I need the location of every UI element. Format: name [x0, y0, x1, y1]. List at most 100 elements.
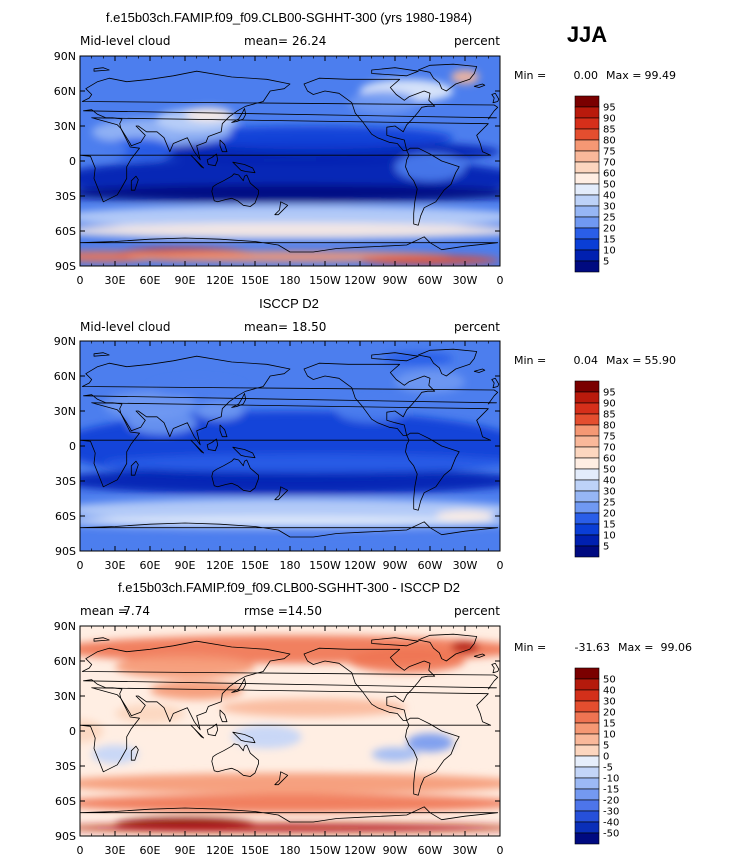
colorbar-segment	[574, 667, 600, 680]
colorbar-segment	[574, 227, 600, 240]
lat-tick-label: 90S	[55, 260, 76, 273]
colorbar-segment	[574, 821, 600, 834]
field-patch	[80, 537, 500, 547]
colorbar-segment	[574, 744, 600, 757]
lon-tick-label: 150E	[241, 844, 269, 857]
lat-tick-label: 60N	[54, 655, 76, 668]
panel-1-mean-value: 26.24	[292, 34, 326, 48]
colorbar-label: -10	[603, 774, 619, 785]
coastline	[405, 432, 460, 511]
colorbar-segment	[574, 216, 600, 229]
panel-3-units: percent	[454, 604, 500, 618]
panel-3-rmse-value: 14.50	[288, 604, 322, 618]
coastline	[405, 717, 460, 796]
colorbar-segment	[574, 832, 600, 845]
colorbar-label: 90	[603, 114, 616, 125]
coastlines	[80, 633, 500, 823]
coastline	[473, 83, 486, 88]
field-patch	[231, 725, 302, 749]
lon-tick-label: 120W	[344, 844, 376, 857]
coastline	[93, 352, 110, 357]
panel-3-rmse-label: rmse =	[244, 604, 288, 618]
lon-tick-label: 180	[280, 844, 301, 857]
colorbar-label: 75	[603, 147, 616, 158]
lon-tick-label: 90W	[383, 274, 408, 287]
panel-2-units: percent	[454, 320, 500, 334]
coastline	[303, 362, 436, 436]
colorbar-label: 40	[603, 686, 616, 697]
colorbar-label: 30	[603, 697, 616, 708]
coastline	[231, 108, 247, 123]
colorbar-label: 95	[603, 388, 616, 399]
field-patch	[115, 655, 255, 679]
coastline	[219, 139, 228, 153]
colorbar-segment	[574, 545, 600, 558]
colorbar-segment	[574, 490, 600, 503]
coastline	[219, 709, 228, 723]
lat-tick-label: 60S	[55, 225, 76, 238]
field-patch	[220, 698, 407, 718]
colorbar-segment	[574, 106, 600, 119]
colorbar-segment	[574, 435, 600, 448]
colorbar-segment	[574, 446, 600, 459]
colorbar-label: 10	[603, 730, 616, 741]
panel-1-title: f.e15b03ch.FAMIP.f09_f09.CLB00-SGHHT-300…	[106, 10, 472, 25]
field-patch	[80, 140, 127, 159]
lon-tick-label: 90E	[175, 844, 196, 857]
coastline	[371, 637, 419, 647]
panel-3-title: f.e15b03ch.FAMIP.f09_f09.CLB00-SGHHT-300…	[118, 580, 460, 595]
field-patch	[80, 823, 500, 833]
coastline	[211, 173, 259, 207]
panel-2-min-value: 0.04	[574, 354, 599, 367]
panel-3-map	[80, 626, 500, 836]
colorbar-segment	[574, 678, 600, 691]
colorbar-label: 20	[603, 224, 616, 235]
coastline	[303, 647, 436, 721]
lon-tick-label: 60W	[418, 844, 443, 857]
panel-2-mean-value: 18.50	[292, 320, 326, 334]
field-patch	[185, 107, 232, 122]
colorbar-label: 15	[603, 520, 616, 531]
colorbar-segment	[574, 810, 600, 823]
coastline	[491, 92, 500, 104]
colorbar-label: 75	[603, 432, 616, 443]
lat-tick-label: 90N	[54, 620, 76, 633]
field-patch	[336, 399, 407, 423]
coastline	[190, 724, 205, 739]
coastline	[232, 731, 256, 744]
season-label: JJA	[567, 22, 607, 47]
colorbar-segment	[574, 128, 600, 141]
coastline	[190, 154, 205, 169]
panel-1-max-label: Max =	[606, 69, 641, 82]
colorbar-label: -40	[603, 818, 619, 829]
field-patch	[395, 370, 465, 394]
lat-tick-label: 30N	[54, 405, 76, 418]
field-patch	[395, 152, 465, 181]
panel-3: f.e15b03ch.FAMIP.f09_f09.CLB00-SGHHT-300…	[54, 580, 692, 857]
colorbar-label: 85	[603, 410, 616, 421]
colorbar-label: 50	[603, 465, 616, 476]
coastline	[417, 633, 478, 662]
colorbar-segment	[574, 161, 600, 174]
colorbar-label: 40	[603, 191, 616, 202]
panel-3-min-value: -31.63	[575, 641, 610, 654]
panel-1-variable: Mid-level cloud	[80, 34, 170, 48]
colorbar-label: 50	[603, 675, 616, 686]
panel-2-max-value: 55.90	[645, 354, 677, 367]
colorbar-segment	[574, 139, 600, 152]
colorbar-label: 5	[603, 741, 609, 752]
field-patch	[451, 641, 479, 653]
field-patch	[80, 222, 500, 240]
colorbar-label: 40	[603, 476, 616, 487]
coastline	[80, 402, 492, 488]
lon-tick-label: 120W	[344, 559, 376, 572]
lon-tick-label: 90E	[175, 559, 196, 572]
field-patch	[348, 91, 419, 115]
colorbar-segment	[574, 799, 600, 812]
coastline	[232, 161, 256, 174]
colorbar-segment	[574, 391, 600, 404]
colorbar-segment	[574, 689, 600, 702]
panel-1-max-value: 99.49	[645, 69, 677, 82]
lat-tick-label: 0	[69, 725, 76, 738]
field-shading	[80, 351, 500, 547]
